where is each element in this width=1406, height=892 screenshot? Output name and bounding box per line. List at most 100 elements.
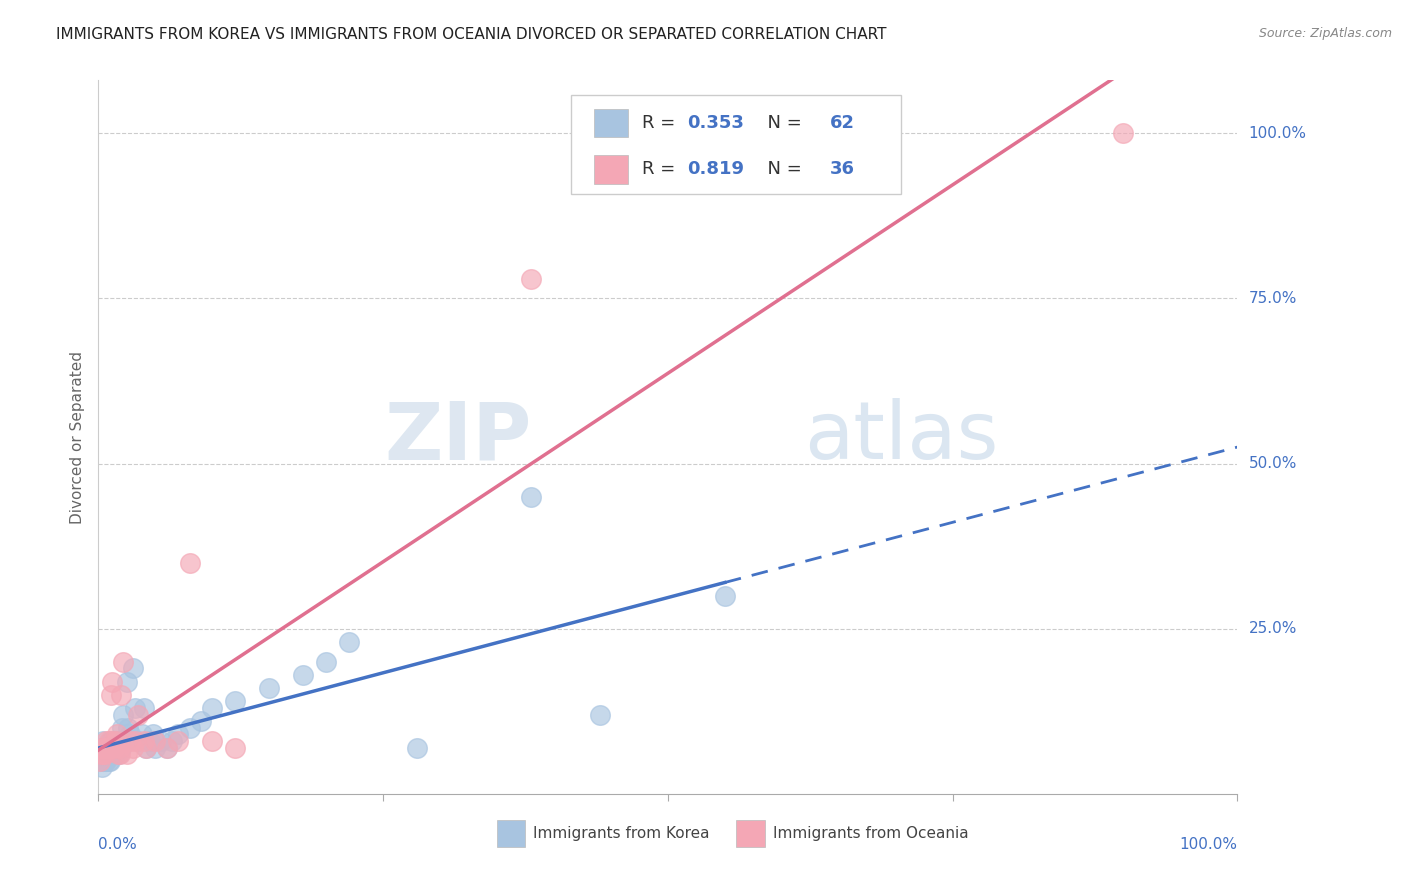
Y-axis label: Divorced or Separated: Divorced or Separated [69, 351, 84, 524]
Point [121, 740, 143, 755]
FancyBboxPatch shape [571, 95, 901, 194]
Text: 0.353: 0.353 [688, 114, 744, 132]
Point [150, 734, 173, 748]
Point [100, 688, 122, 702]
Point [104, 747, 127, 762]
Text: 100.0%: 100.0% [1249, 126, 1306, 141]
Text: Immigrants from Korea: Immigrants from Korea [533, 826, 710, 841]
Point [111, 721, 134, 735]
Point [714, 589, 737, 603]
Point [98, 740, 121, 755]
Point [103, 747, 125, 762]
Point [1112, 126, 1135, 140]
Point [98, 754, 121, 768]
Text: 0.0%: 0.0% [98, 837, 138, 852]
Text: ZIP: ZIP [384, 398, 531, 476]
Point [96, 740, 118, 755]
Point [120, 727, 142, 741]
Point [90, 754, 112, 768]
Point [259, 681, 281, 695]
Text: IMMIGRANTS FROM KOREA VS IMMIGRANTS FROM OCEANIA DIVORCED OR SEPARATED CORRELATI: IMMIGRANTS FROM KOREA VS IMMIGRANTS FROM… [56, 27, 887, 42]
Point [105, 734, 128, 748]
Text: 50.0%: 50.0% [1249, 456, 1296, 471]
Point [90, 760, 112, 774]
Point [115, 674, 138, 689]
FancyBboxPatch shape [498, 821, 526, 847]
Point [124, 701, 146, 715]
Text: R =: R = [641, 161, 681, 178]
Text: N =: N = [755, 114, 807, 132]
Point [96, 754, 118, 768]
Point [108, 734, 131, 748]
Text: 25.0%: 25.0% [1249, 621, 1296, 636]
Text: 100.0%: 100.0% [1180, 837, 1237, 852]
Point [124, 734, 146, 748]
Point [89, 754, 111, 768]
Point [93, 740, 115, 755]
Point [108, 740, 131, 755]
Text: 62: 62 [830, 114, 855, 132]
Point [520, 271, 543, 285]
Point [90, 740, 112, 755]
Point [120, 734, 142, 748]
Point [112, 655, 135, 669]
Point [162, 734, 184, 748]
Point [101, 747, 124, 762]
Point [107, 747, 129, 762]
Point [90, 740, 112, 755]
Point [190, 714, 212, 729]
Point [156, 740, 179, 755]
Text: 0.819: 0.819 [688, 161, 744, 178]
Point [97, 754, 120, 768]
Point [94, 754, 117, 768]
Point [145, 740, 167, 755]
Point [110, 740, 132, 755]
Point [90, 747, 112, 762]
Point [131, 727, 153, 741]
Point [110, 688, 132, 702]
Text: N =: N = [755, 161, 807, 178]
Point [121, 661, 143, 675]
Point [201, 734, 224, 748]
Point [96, 740, 118, 755]
Point [138, 734, 160, 748]
Point [127, 734, 149, 748]
Point [588, 707, 610, 722]
Point [107, 740, 129, 755]
Point [101, 674, 124, 689]
Point [94, 747, 117, 762]
Point [117, 721, 139, 735]
Point [90, 747, 112, 762]
Point [135, 740, 157, 755]
Point [103, 740, 125, 755]
Point [167, 734, 190, 748]
Point [96, 747, 118, 762]
Point [103, 740, 125, 755]
Text: 75.0%: 75.0% [1249, 291, 1296, 306]
Point [132, 701, 155, 715]
Point [337, 635, 360, 649]
Point [156, 740, 179, 755]
Point [224, 740, 246, 755]
Point [179, 556, 201, 570]
FancyBboxPatch shape [593, 109, 628, 137]
Point [145, 734, 167, 748]
Point [97, 747, 120, 762]
Point [105, 727, 128, 741]
Point [93, 747, 115, 762]
Point [520, 490, 543, 504]
Point [96, 740, 118, 755]
Point [91, 734, 114, 748]
Point [108, 747, 131, 762]
Point [135, 740, 157, 755]
Point [100, 734, 122, 748]
Point [98, 740, 121, 755]
Point [315, 655, 337, 669]
Point [91, 747, 114, 762]
Point [292, 668, 315, 682]
Text: 36: 36 [830, 161, 855, 178]
Point [89, 747, 111, 762]
Point [167, 727, 190, 741]
Text: Immigrants from Oceania: Immigrants from Oceania [773, 826, 969, 841]
Text: Source: ZipAtlas.com: Source: ZipAtlas.com [1258, 27, 1392, 40]
